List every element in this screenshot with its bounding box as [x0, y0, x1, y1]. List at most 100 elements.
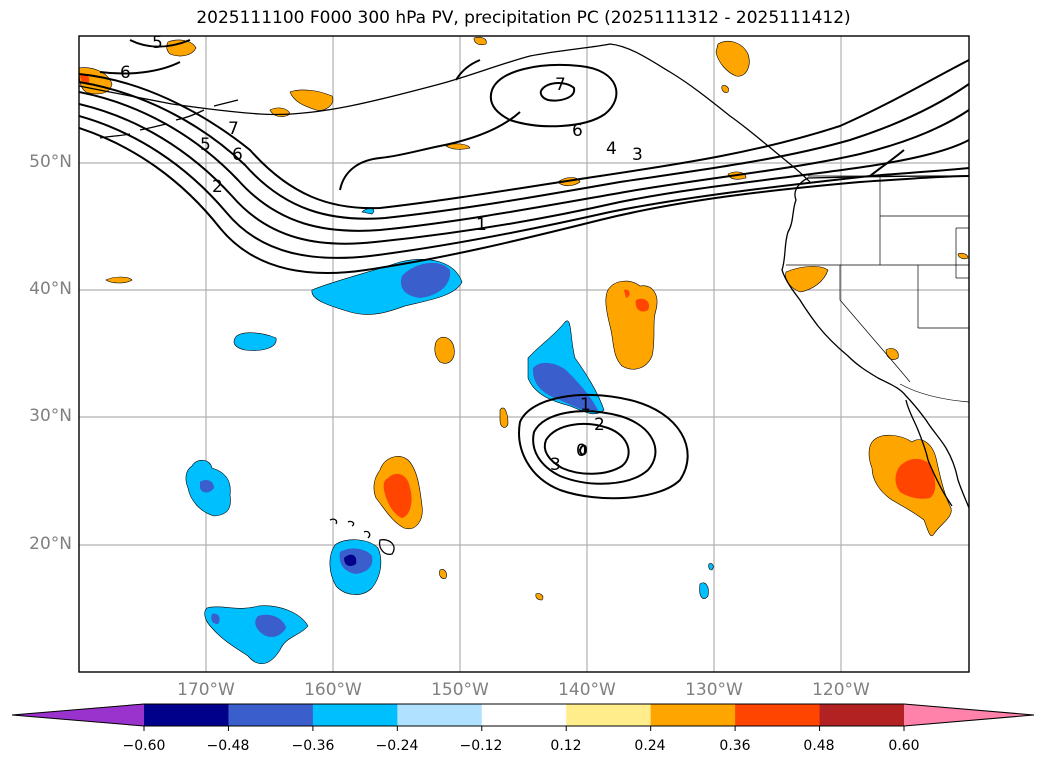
pv-contour: [869, 149, 905, 177]
colorbar-segment: [312, 704, 398, 726]
pv-label: 5: [200, 135, 211, 155]
precip-fill: [269, 107, 291, 117]
pv-contour: [99, 39, 191, 75]
pv-label: 4: [606, 139, 617, 159]
precip-fill: [535, 593, 544, 601]
pv-label: 6: [572, 121, 583, 141]
map-title: 2025111100 F000 300 hPa PV, precipitatio…: [196, 8, 851, 28]
pv-label: 1: [580, 395, 591, 415]
pv-contour: [578, 444, 588, 456]
colorbar-tick: 0.12: [550, 738, 582, 754]
colorbar-segment: [650, 704, 736, 726]
negative-precip-fills: [185, 208, 714, 664]
colorbar-segment: [397, 704, 483, 726]
pv-label: 0: [576, 441, 587, 461]
precip-fill: [532, 362, 598, 411]
colorbar-tick: −0.12: [459, 738, 503, 754]
pv-contour: [532, 410, 657, 485]
pv-contour: [518, 394, 689, 500]
precip-fill: [957, 252, 969, 260]
precip-fill: [289, 89, 334, 111]
colorbar-tick: 0.60: [888, 738, 920, 754]
pv-contour: [79, 115, 969, 259]
colorbar-segment: [228, 704, 314, 726]
colorbar-tick: −0.48: [206, 738, 250, 754]
colorbar-tick: −0.24: [375, 738, 419, 754]
pv-contour: [79, 81, 969, 220]
lon-label: 140°W: [558, 680, 616, 700]
map-frame: [78, 35, 970, 673]
pv-label: 3: [550, 455, 561, 475]
pv-contour: [543, 423, 630, 475]
precip-fill: [344, 554, 357, 566]
precip-fill: [204, 605, 309, 664]
lon-label: 170°W: [177, 680, 235, 700]
precip-fill: [105, 276, 133, 284]
precip-fill: [80, 73, 90, 84]
pv-contour: [489, 64, 618, 128]
precip-fill: [699, 582, 709, 599]
precip-fill: [439, 569, 447, 579]
lon-label: 130°W: [685, 680, 743, 700]
precip-fill: [200, 480, 214, 493]
map-canvas: 5 6 7 6 4 3 5 6 2 1 7 1 2 3 0: [78, 33, 970, 673]
pv-contour: [539, 82, 576, 102]
colorbar-segment: [735, 704, 821, 726]
colorbar-segment: [12, 704, 144, 726]
precip-fill: [635, 298, 650, 312]
precip-fill: [383, 473, 412, 518]
colorbar-segment: [144, 704, 229, 726]
lon-label: 120°W: [812, 680, 870, 700]
pv-label: 7: [228, 119, 239, 139]
positive-precip-fills: [79, 36, 969, 601]
pv-contour: [79, 91, 969, 232]
pv-label: 1: [476, 215, 487, 235]
lon-label: 160°W: [304, 680, 362, 700]
colorbar-segment: [481, 704, 567, 726]
pv-label: 5: [152, 33, 163, 53]
pv-contour: [79, 103, 969, 245]
precip-fill: [895, 458, 936, 499]
lat-label: 40°N: [29, 279, 72, 299]
precip-fill: [624, 289, 630, 298]
colorbar: [11, 703, 1035, 731]
pv-label: 3: [632, 145, 643, 165]
pv-contours: [79, 39, 969, 500]
precip-fill: [885, 348, 899, 360]
pv-label: 6: [120, 63, 131, 83]
colorbar-segment: [819, 704, 905, 726]
pv-contour-labels: 5 6 7 6 4 3 5 6 2 1 7 1 2 3 0: [120, 33, 643, 475]
pv-contour: [339, 59, 521, 191]
north-america-coast: [781, 175, 969, 509]
precip-fill: [499, 407, 509, 428]
precip-fill: [211, 613, 220, 624]
colorbar-segment: [566, 704, 652, 726]
lat-label: 20°N: [29, 534, 72, 554]
colorbar-segment: [904, 704, 1034, 726]
precip-fill: [400, 262, 451, 298]
lat-label: 30°N: [29, 406, 72, 426]
lat-label: 50°N: [29, 152, 72, 172]
state-borders: [786, 175, 969, 403]
precip-fill: [255, 614, 286, 637]
pv-label: 6: [232, 145, 243, 165]
colorbar-tick: 0.36: [719, 738, 751, 754]
gridlines: [79, 36, 969, 672]
precip-fill: [721, 85, 729, 93]
colorbar-tick: 0.48: [803, 738, 835, 754]
coastlines: [79, 43, 969, 555]
pv-label: 2: [212, 177, 223, 197]
precip-fill: [708, 563, 714, 571]
pv-contour: [79, 59, 969, 210]
pv-label: 7: [555, 75, 566, 95]
hawaii-islands: [329, 518, 395, 555]
precip-fill: [473, 36, 487, 46]
lon-label: 150°W: [431, 680, 489, 700]
colorbar-tick: −0.60: [122, 738, 166, 754]
baja-peninsula-coast: [905, 399, 953, 507]
pv-label: 2: [594, 415, 605, 435]
precip-fill: [233, 332, 277, 351]
pv-contour: [79, 127, 969, 275]
precip-fill: [361, 208, 375, 215]
precip-fill: [434, 336, 455, 364]
